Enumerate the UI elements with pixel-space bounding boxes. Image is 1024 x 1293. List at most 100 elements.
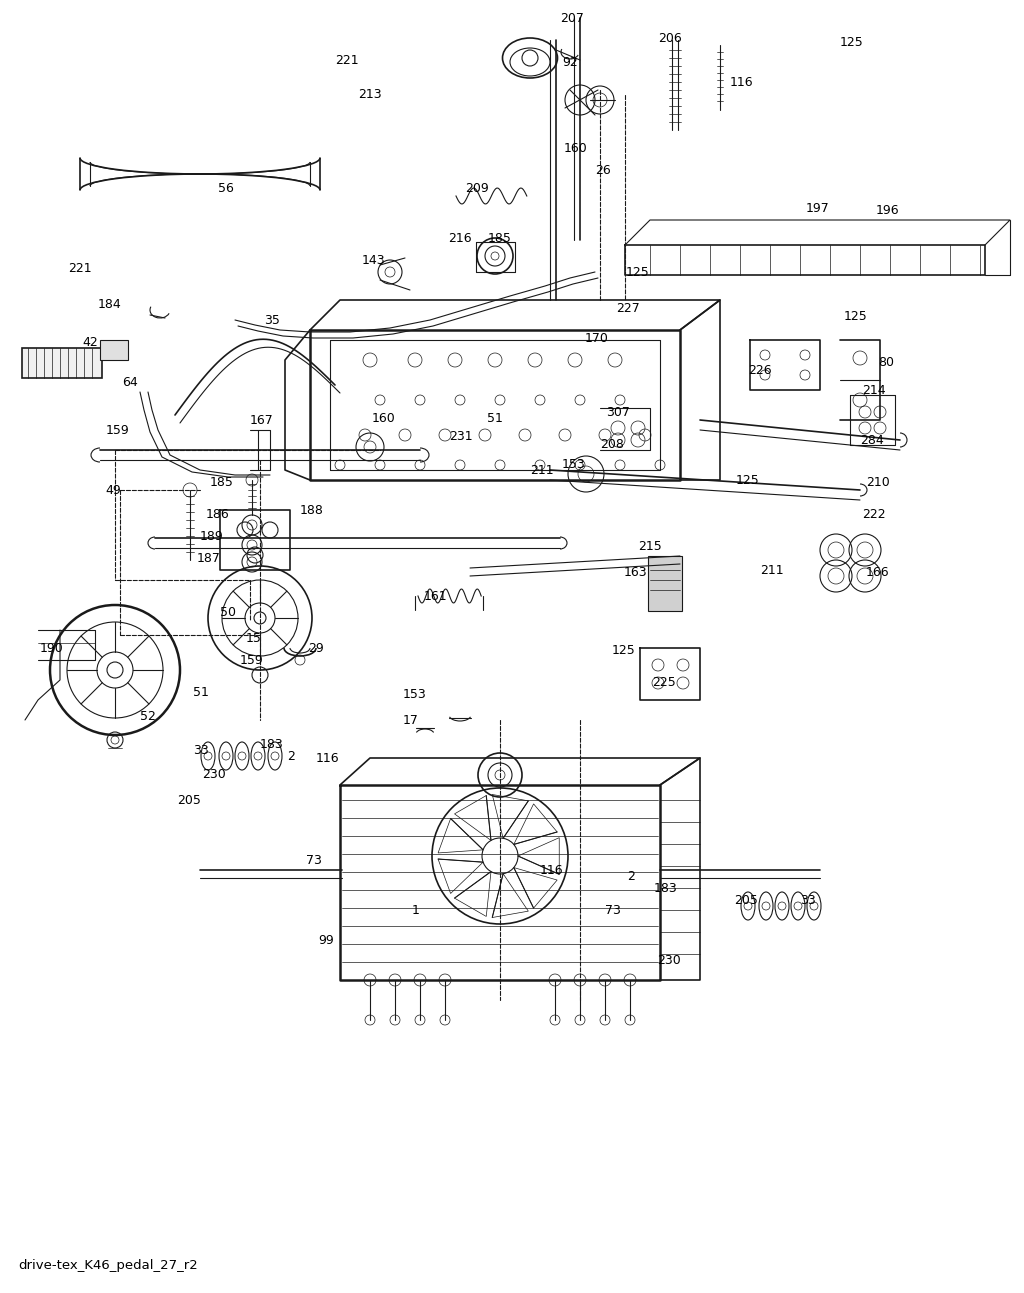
Text: 160: 160 — [564, 141, 588, 154]
Text: 189: 189 — [200, 530, 224, 543]
Text: 73: 73 — [306, 853, 322, 866]
Text: 307: 307 — [606, 406, 630, 419]
Text: 116: 116 — [730, 75, 754, 88]
Circle shape — [550, 1015, 560, 1025]
Text: 230: 230 — [657, 953, 681, 966]
Text: 211: 211 — [760, 564, 783, 577]
Text: 73: 73 — [605, 904, 621, 917]
Text: 125: 125 — [736, 473, 760, 486]
Polygon shape — [438, 818, 483, 853]
Text: 166: 166 — [866, 565, 890, 578]
Text: 183: 183 — [260, 737, 284, 750]
Polygon shape — [518, 838, 559, 874]
Text: 227: 227 — [616, 301, 640, 314]
Text: 99: 99 — [318, 934, 334, 946]
Text: 213: 213 — [358, 88, 382, 101]
Text: drive-tex_K46_pedal_27_r2: drive-tex_K46_pedal_27_r2 — [18, 1258, 198, 1271]
Text: 52: 52 — [140, 710, 156, 723]
Text: 206: 206 — [658, 31, 682, 44]
Circle shape — [245, 603, 275, 634]
Text: 183: 183 — [654, 882, 678, 895]
Circle shape — [482, 838, 518, 874]
Text: 167: 167 — [250, 414, 273, 427]
Text: 159: 159 — [240, 653, 264, 666]
Text: 211: 211 — [530, 463, 554, 477]
Text: 190: 190 — [40, 641, 63, 654]
Text: 221: 221 — [68, 261, 91, 274]
Text: 116: 116 — [540, 864, 563, 877]
Text: 153: 153 — [403, 688, 427, 701]
Text: 221: 221 — [335, 53, 358, 66]
Text: 207: 207 — [560, 12, 584, 25]
Text: 187: 187 — [197, 552, 221, 565]
Text: 29: 29 — [308, 641, 324, 654]
Text: 17: 17 — [403, 714, 419, 727]
Text: 116: 116 — [316, 751, 340, 764]
Polygon shape — [493, 794, 528, 838]
Text: 231: 231 — [449, 429, 473, 442]
Text: 49: 49 — [105, 484, 121, 497]
Circle shape — [254, 612, 266, 625]
Text: 159: 159 — [106, 424, 130, 437]
Bar — [100, 340, 128, 359]
Text: 125: 125 — [626, 265, 650, 278]
Polygon shape — [514, 804, 557, 844]
Text: 160: 160 — [372, 411, 395, 424]
Circle shape — [106, 662, 123, 678]
Text: 125: 125 — [612, 644, 636, 657]
Circle shape — [440, 1015, 450, 1025]
Circle shape — [390, 1015, 400, 1025]
Text: 210: 210 — [866, 476, 890, 489]
Text: 185: 185 — [210, 476, 233, 489]
Text: 125: 125 — [840, 35, 864, 49]
Text: 197: 197 — [806, 202, 829, 215]
Text: 185: 185 — [488, 231, 512, 244]
Text: 15: 15 — [246, 631, 262, 644]
Text: 143: 143 — [362, 253, 386, 266]
Text: 1: 1 — [412, 904, 420, 917]
Circle shape — [625, 1015, 635, 1025]
Text: 208: 208 — [600, 437, 624, 450]
Text: 80: 80 — [878, 356, 894, 369]
Text: 188: 188 — [300, 503, 324, 516]
Circle shape — [415, 1015, 425, 1025]
Text: 170: 170 — [585, 331, 609, 344]
Text: 2: 2 — [287, 750, 295, 763]
Text: 216: 216 — [449, 231, 472, 244]
Bar — [22, 348, 102, 378]
Text: 51: 51 — [487, 411, 503, 424]
Text: 42: 42 — [82, 335, 97, 349]
Circle shape — [522, 50, 538, 66]
Text: 196: 196 — [876, 203, 900, 216]
Text: 163: 163 — [624, 565, 647, 578]
Circle shape — [600, 1015, 610, 1025]
Text: 284: 284 — [860, 433, 884, 446]
Text: 33: 33 — [800, 893, 816, 906]
Circle shape — [365, 1015, 375, 1025]
Text: 230: 230 — [202, 768, 225, 781]
Text: 2: 2 — [627, 869, 635, 883]
Text: 56: 56 — [218, 181, 233, 194]
Text: 50: 50 — [220, 605, 236, 618]
Text: 35: 35 — [264, 313, 280, 327]
Text: 184: 184 — [98, 299, 122, 312]
Text: 92: 92 — [562, 56, 578, 69]
Polygon shape — [493, 874, 528, 918]
Circle shape — [575, 1015, 585, 1025]
Circle shape — [97, 652, 133, 688]
Text: 186: 186 — [206, 507, 229, 521]
Text: 214: 214 — [862, 384, 886, 397]
Bar — [648, 556, 682, 612]
Polygon shape — [455, 795, 490, 840]
Text: 205: 205 — [734, 893, 758, 906]
Text: 26: 26 — [595, 163, 610, 177]
Text: 64: 64 — [122, 375, 138, 388]
Text: 125: 125 — [844, 309, 867, 322]
Text: 51: 51 — [193, 685, 209, 698]
Circle shape — [490, 252, 499, 260]
Polygon shape — [455, 871, 490, 917]
Polygon shape — [514, 868, 557, 908]
Text: 215: 215 — [638, 539, 662, 552]
Text: 209: 209 — [465, 181, 488, 194]
Polygon shape — [438, 859, 483, 893]
